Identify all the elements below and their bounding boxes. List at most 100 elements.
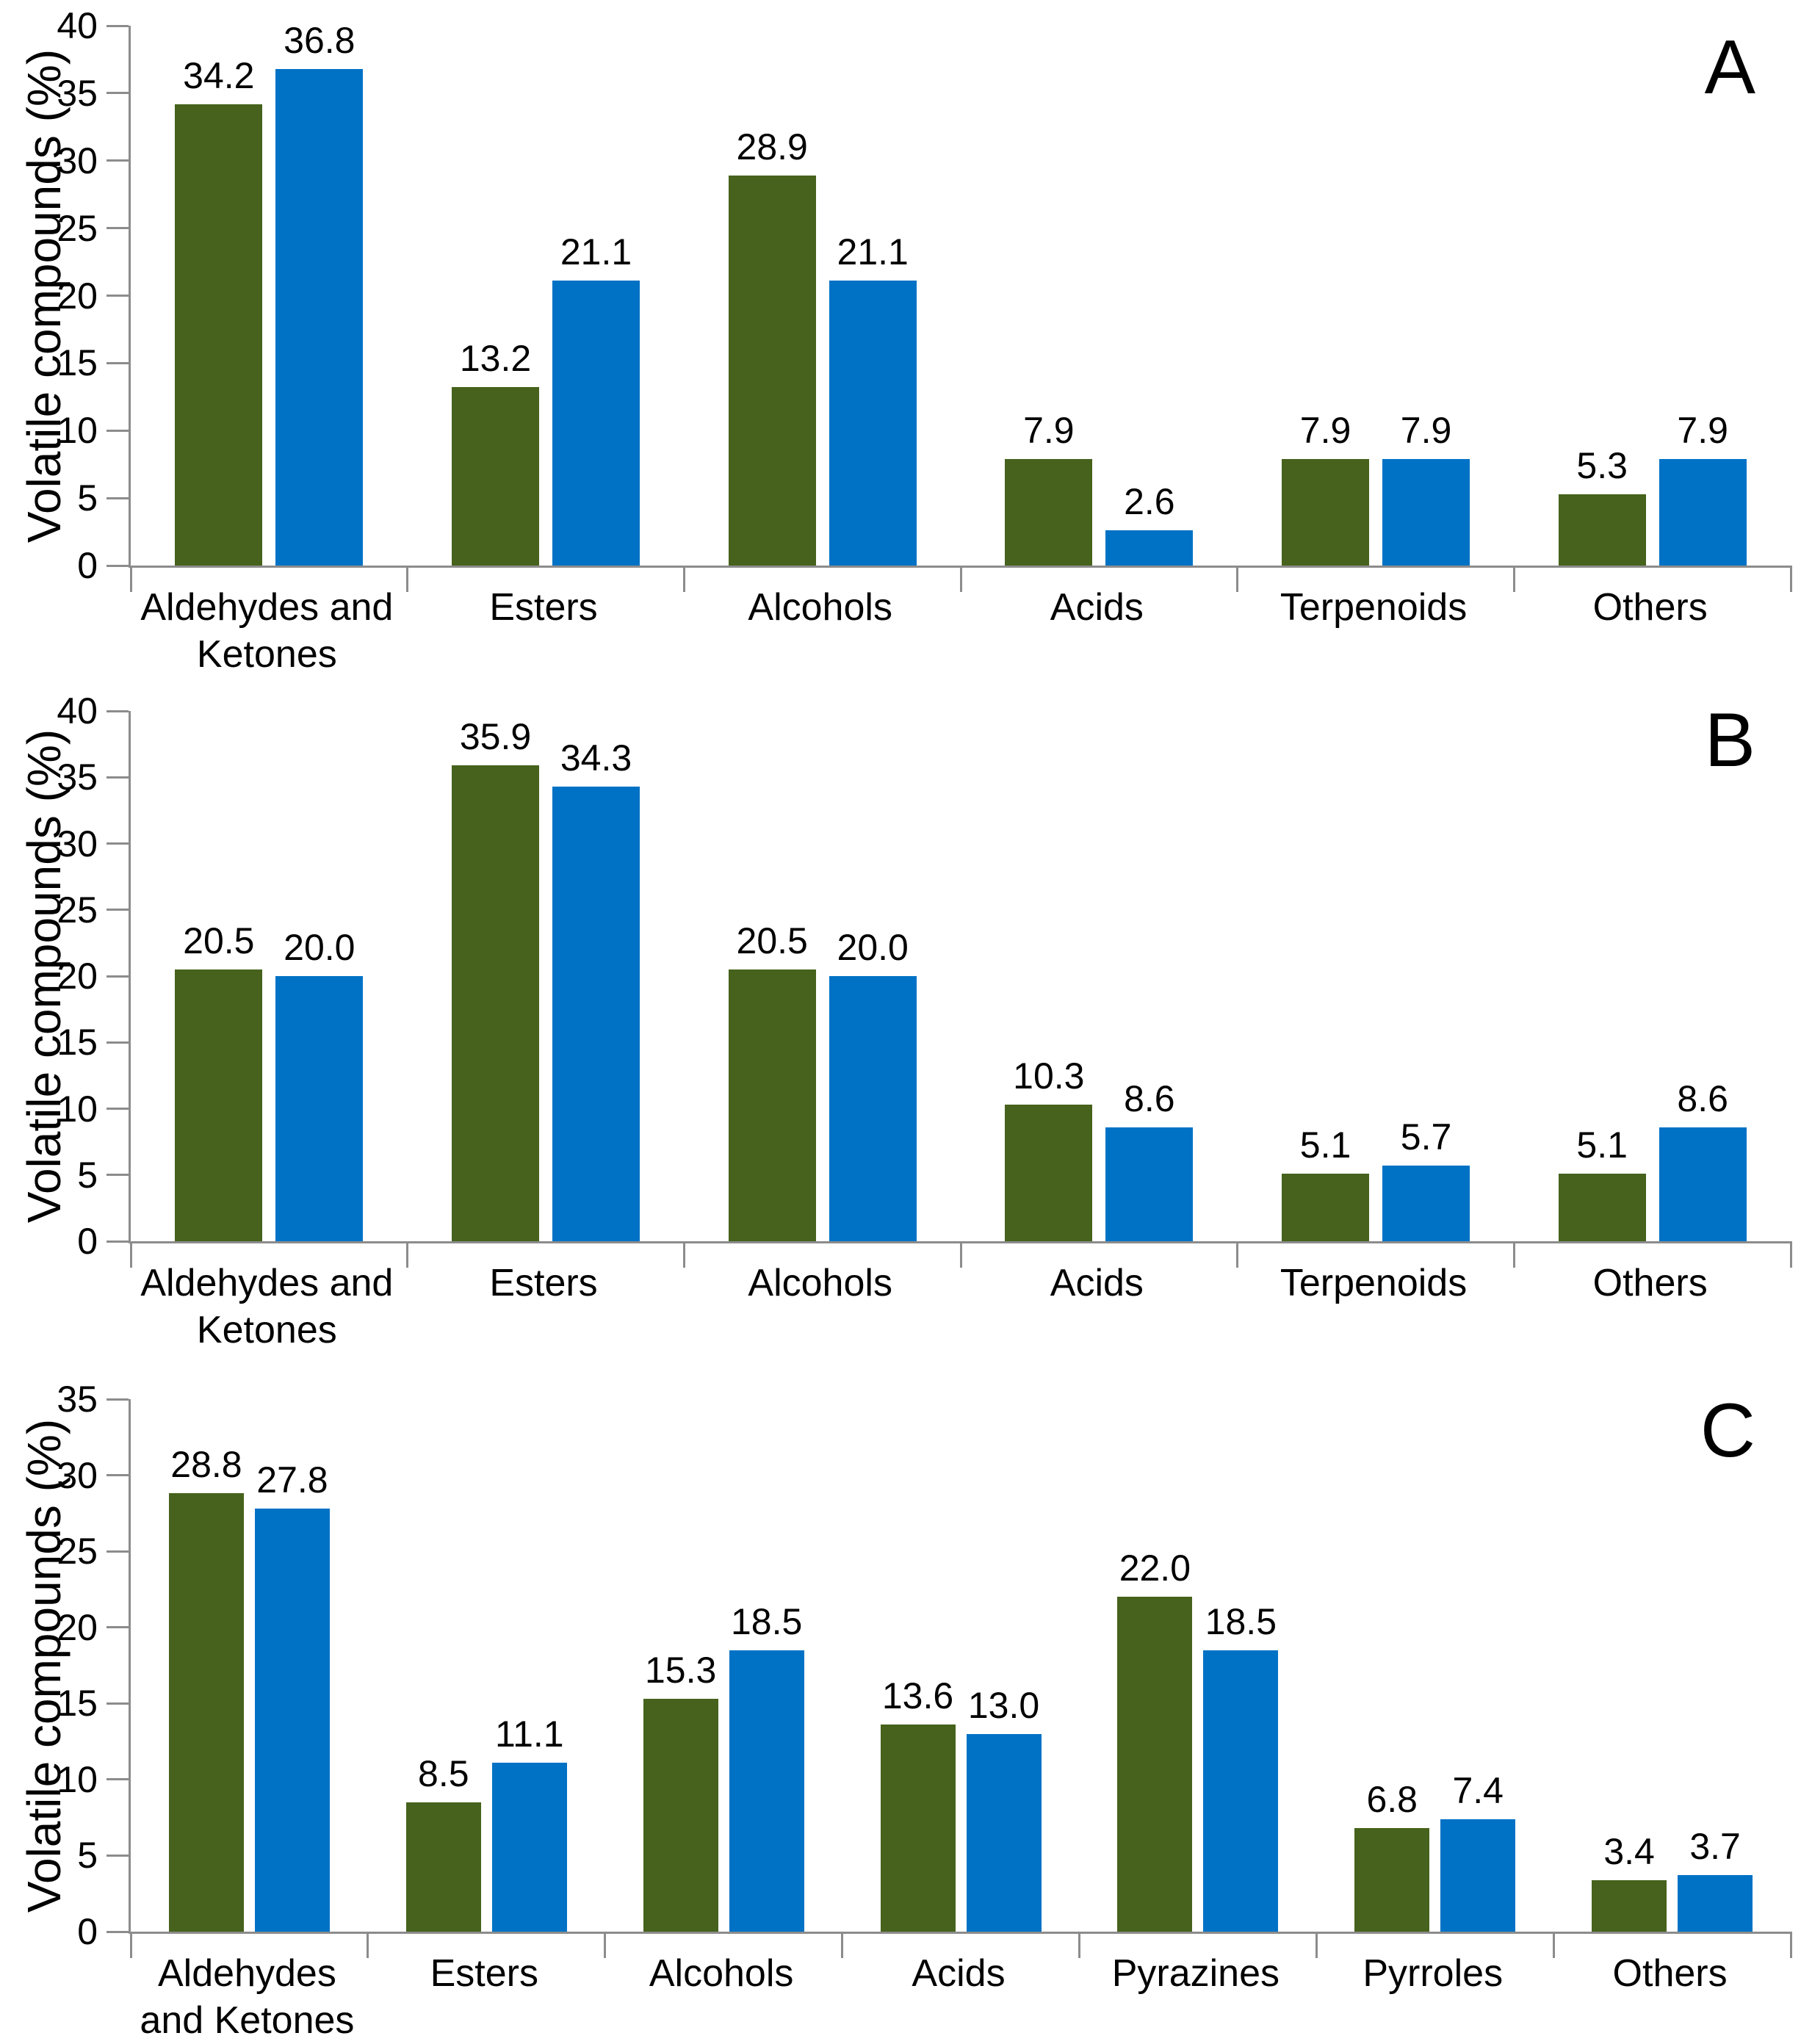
panel-a-terpenoids-green-bar: 7.9 — [1282, 411, 1370, 566]
x-axis-category-label: Acids — [1050, 1262, 1144, 1304]
y-axis-tick-mark — [107, 1854, 129, 1857]
x-axis-tick-mark — [682, 1241, 685, 1268]
panel-b-alcohols-blue-bar: 20.0 — [829, 928, 917, 1241]
panel-b-acids-blue-bar: 8.6 — [1105, 1079, 1194, 1241]
panel-b: Volatile compounds (%) B 0 5 10 15 20 25 30 35 40 2… — [0, 690, 1801, 1381]
bar-value-label: 5.1 — [1299, 1124, 1351, 1166]
category-group: 28.8 27.8 — [131, 1399, 368, 1932]
y-axis-tick-label: 40 — [57, 690, 98, 732]
y-axis-tick-mark — [107, 975, 129, 978]
panel-c-aldehydes-blue-bar: 27.8 — [254, 1460, 330, 1932]
panel-c-letter: C — [1700, 1388, 1755, 1473]
category-group: 13.2 21.1 — [408, 26, 685, 566]
category-group: 5.3 7.9 — [1514, 26, 1791, 566]
panel-b-aldehydes-blue-bar: 20.0 — [275, 928, 364, 1241]
y-axis-tick-label: 0 — [77, 1221, 98, 1262]
category-group: 22.0 18.5 — [1079, 1399, 1316, 1932]
y-axis-tick-mark — [107, 1778, 129, 1781]
panel-c-alcohols-green-bar: 15.3 — [643, 1650, 718, 1932]
bar-value-label: 11.1 — [494, 1713, 564, 1755]
x-axis-category-label: Alcohols — [748, 1262, 892, 1304]
x-axis-category-label: Aldehydes and Ketones — [140, 1952, 355, 2042]
x-axis-tick-mark — [1512, 1241, 1515, 1268]
bar-value-label: 8.6 — [1124, 1077, 1175, 1119]
panel-c-pyrroles-green-bar: 6.8 — [1354, 1780, 1430, 1932]
bar-value-label: 36.8 — [284, 19, 355, 61]
x-axis-tick-mark — [1789, 1241, 1792, 1268]
category-group: 13.6 13.0 — [842, 1399, 1080, 1932]
y-axis-tick-label: 40 — [57, 5, 98, 46]
panel-a-alcohols-blue-bar: 21.1 — [829, 232, 917, 566]
panel-a-alcohols-green-bar: 28.9 — [728, 127, 816, 566]
bar-value-label: 6.8 — [1366, 1779, 1418, 1821]
x-axis-tick-mark — [959, 1241, 962, 1268]
panel-c-bars: 28.8 27.8 8.5 11.1 15.3 18.5 13.6 13.0 22.0 18.5 6… — [131, 1399, 1791, 1932]
bar-value-label: 7.4 — [1452, 1769, 1504, 1811]
panel-b-aldehydes-green-bar: 20.5 — [175, 921, 263, 1241]
panel-c-alcohols-blue-bar: 18.5 — [729, 1602, 804, 1932]
bar-value-label: 3.7 — [1689, 1826, 1741, 1868]
category-group: 7.9 2.6 — [961, 26, 1238, 566]
panel-a-plot-area: 0 5 10 15 20 25 30 35 40 34.2 36.8 13.2 21.1 28.9 21.1… — [57, 5, 1792, 592]
panel-a-terpenoids-blue-bar: 7.9 — [1382, 411, 1470, 566]
x-axis-category-label: Esters — [489, 1262, 598, 1304]
x-axis-category-label: Others — [1592, 1262, 1708, 1304]
x-axis-category-label: Alcohols — [649, 1952, 794, 1995]
x-axis-tick-mark — [604, 1932, 607, 1958]
y-axis-tick-mark — [107, 1240, 129, 1243]
bar-value-label: 13.0 — [967, 1684, 1040, 1726]
panel-c-pyrazines-green-bar: 22.0 — [1117, 1548, 1193, 1932]
x-axis-category-label: Terpenoids — [1280, 1262, 1468, 1304]
panel-a-aldehydes-blue-bar: 36.8 — [275, 21, 364, 566]
category-group: 28.9 21.1 — [684, 26, 961, 566]
x-axis-category-label: Others — [1612, 1952, 1728, 1995]
x-axis-tick-mark — [682, 566, 685, 592]
x-axis-category-label: Aldehydes and Ketones — [140, 1262, 394, 1351]
y-axis-tick-mark — [107, 776, 129, 779]
y-axis-tick-mark — [107, 842, 129, 845]
category-group: 8.5 11.1 — [368, 1399, 605, 1932]
y-axis-tick-label: 35 — [57, 1379, 98, 1420]
panel-b-bars: 20.5 20.0 35.9 34.3 20.5 20.0 10.3 8.6 5.1 5.7 5.1… — [131, 711, 1791, 1241]
y-axis-tick-label: 0 — [77, 1911, 98, 1952]
bar-value-label: 13.6 — [881, 1675, 954, 1717]
panel-a-bars: 34.2 36.8 13.2 21.1 28.9 21.1 7.9 2.6 7.9 7.9 5.3 7… — [131, 21, 1791, 566]
x-axis-tick-mark — [1315, 1932, 1318, 1958]
panel-a-others-green-bar: 5.3 — [1558, 446, 1646, 566]
panel-b-terpenoids-blue-bar: 5.7 — [1382, 1117, 1470, 1241]
y-axis-tick-mark — [107, 1174, 129, 1177]
category-group: 5.1 8.6 — [1514, 711, 1791, 1241]
y-axis-tick-label: 25 — [57, 1531, 98, 1572]
bar-value-label: 5.1 — [1576, 1124, 1628, 1166]
x-axis-category-label: Acids — [912, 1952, 1006, 1995]
category-group: 6.8 7.4 — [1316, 1399, 1553, 1932]
bar-value-label: 21.1 — [560, 231, 632, 273]
panel-a-aldehydes-green-bar: 34.2 — [175, 56, 263, 566]
bar-value-label: 22.0 — [1119, 1548, 1191, 1589]
bar-value-label: 7.9 — [1400, 409, 1452, 451]
x-axis-tick-mark — [1236, 566, 1239, 592]
bar-value-label: 18.5 — [1205, 1600, 1277, 1642]
x-axis-tick-mark — [959, 566, 962, 592]
panel-b-plot-area: 0 5 10 15 20 25 30 35 40 20.5 20.0 35.9 34.3 20.5 20.0… — [57, 690, 1792, 1268]
y-axis-tick-label: 0 — [77, 545, 98, 586]
y-axis-tick-mark — [107, 1474, 129, 1477]
x-axis-tick-mark — [129, 1241, 132, 1268]
panel-c-others-blue-bar: 3.7 — [1678, 1827, 1753, 1932]
panel-c-others-green-bar: 3.4 — [1592, 1832, 1667, 1932]
x-axis-tick-mark — [1789, 1932, 1792, 1958]
panel-c-x-axis-labels: Aldehydes and Ketones Esters Alcohols Acids… — [129, 1950, 1789, 2044]
y-axis-tick-label: 10 — [57, 410, 98, 452]
y-axis-tick-mark — [107, 1041, 129, 1044]
bar-value-label: 2.6 — [1124, 481, 1175, 523]
bar-value-label: 7.9 — [1299, 409, 1351, 451]
x-axis-category-label: Pyrazines — [1111, 1952, 1280, 1995]
y-axis-tick-label: 5 — [77, 477, 98, 519]
bar-value-label: 18.5 — [730, 1600, 803, 1642]
bar-value-label: 15.3 — [644, 1650, 717, 1691]
y-axis-tick-label: 20 — [57, 956, 98, 997]
bar-value-label: 13.2 — [459, 338, 532, 380]
x-axis-category-label: Esters — [430, 1952, 538, 1995]
y-axis-tick-mark — [107, 295, 129, 297]
x-axis-tick-mark — [1078, 1932, 1080, 1958]
